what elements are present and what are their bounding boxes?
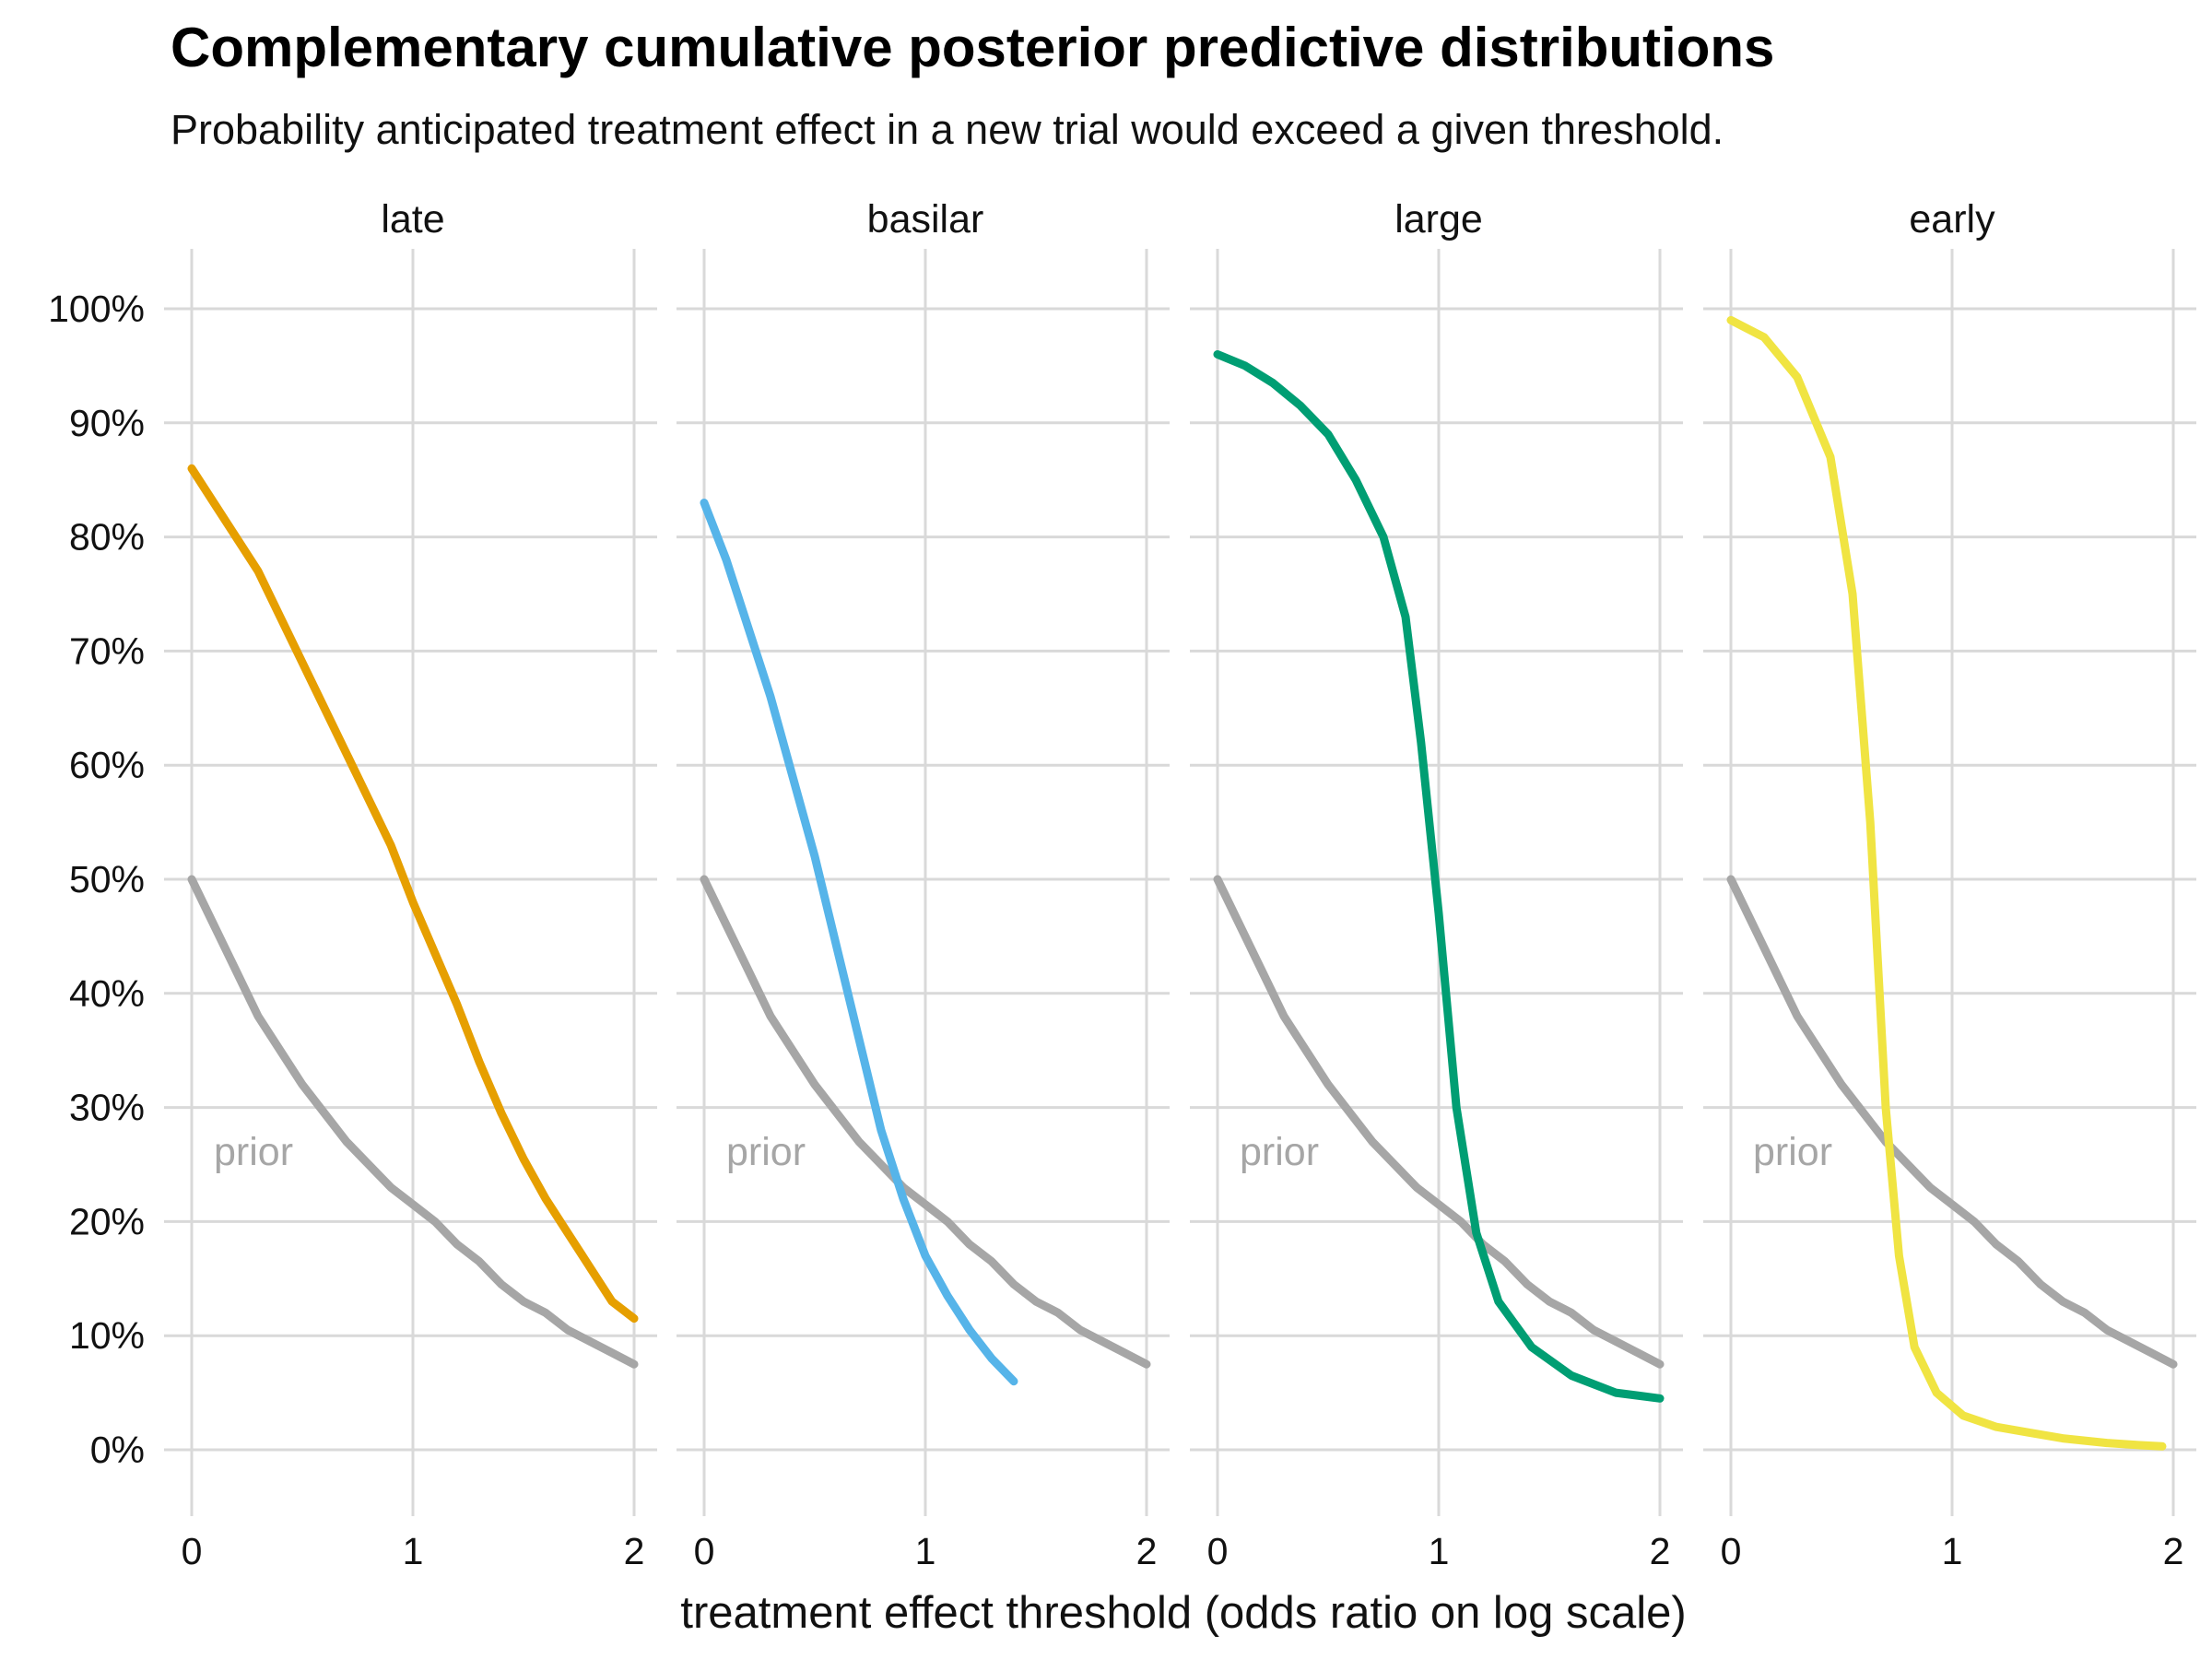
prior-annotation: prior bbox=[1753, 1130, 1832, 1174]
x-tick-label: 1 bbox=[403, 1530, 424, 1572]
posterior-line-early bbox=[1726, 315, 2167, 1451]
prior-line bbox=[700, 875, 1151, 1369]
y-tick-label: 80% bbox=[69, 516, 145, 559]
y-tick-label: 70% bbox=[69, 629, 145, 672]
facet-panel-basilar: 0 1 2 basilar prior bbox=[677, 197, 1170, 1572]
x-tick-label: 1 bbox=[1942, 1530, 1963, 1572]
x-tick-label: 0 bbox=[1721, 1530, 1742, 1572]
y-tick-label: 50% bbox=[69, 858, 145, 900]
x-tick-label: 2 bbox=[1650, 1530, 1671, 1572]
y-axis: 0% 10% 20% 30% 40% 50% 60% 70% 80% 90% 100% bbox=[48, 288, 145, 1471]
x-tick-label: 0 bbox=[182, 1530, 203, 1572]
posterior-line-basilar bbox=[700, 499, 1018, 1386]
prior-line bbox=[1213, 875, 1665, 1369]
x-tick-label: 0 bbox=[694, 1530, 715, 1572]
x-axis-label: treatment effect threshold (odds ratio o… bbox=[680, 1588, 1686, 1638]
facet-strip-label: late bbox=[381, 197, 444, 241]
prior-line bbox=[1726, 875, 2178, 1369]
posterior-line-large bbox=[1213, 350, 1665, 1403]
facet-panel-large: 0 1 2 large prior bbox=[1190, 197, 1683, 1572]
x-tick-label: 2 bbox=[2163, 1530, 2184, 1572]
prior-annotation: prior bbox=[726, 1130, 806, 1174]
y-tick-label: 60% bbox=[69, 744, 145, 786]
facet-strip-label: basilar bbox=[867, 197, 984, 241]
y-tick-label: 0% bbox=[90, 1429, 145, 1471]
prior-annotation: prior bbox=[214, 1130, 293, 1174]
y-tick-label: 30% bbox=[69, 1087, 145, 1129]
y-tick-label: 10% bbox=[69, 1314, 145, 1357]
facet-strip-label: early bbox=[1909, 197, 1995, 241]
prior-line bbox=[187, 875, 639, 1369]
y-tick-label: 100% bbox=[48, 288, 145, 330]
y-tick-label: 20% bbox=[69, 1200, 145, 1242]
x-tick-label: 1 bbox=[1429, 1530, 1450, 1572]
facet-panels: 0 1 2 late prior 0 1 2 basilar prior 0 1 2 large prior… bbox=[164, 197, 2196, 1572]
facet-panel-early: 0 1 2 early prior bbox=[1703, 197, 2196, 1572]
x-tick-label: 2 bbox=[1136, 1530, 1158, 1572]
facet-panel-late: 0 1 2 late prior bbox=[164, 197, 657, 1572]
chart-title: Complementary cumulative posterior predi… bbox=[171, 17, 1774, 78]
x-tick-label: 2 bbox=[624, 1530, 645, 1572]
x-tick-label: 1 bbox=[915, 1530, 936, 1572]
facet-strip-label: large bbox=[1394, 197, 1483, 241]
y-tick-label: 40% bbox=[69, 972, 145, 1015]
prior-annotation: prior bbox=[1240, 1130, 1319, 1174]
y-tick-label: 90% bbox=[69, 402, 145, 444]
x-tick-label: 0 bbox=[1207, 1530, 1229, 1572]
posterior-line-late bbox=[187, 464, 639, 1324]
chart-subtitle: Probability anticipated treatment effect… bbox=[171, 106, 1724, 153]
